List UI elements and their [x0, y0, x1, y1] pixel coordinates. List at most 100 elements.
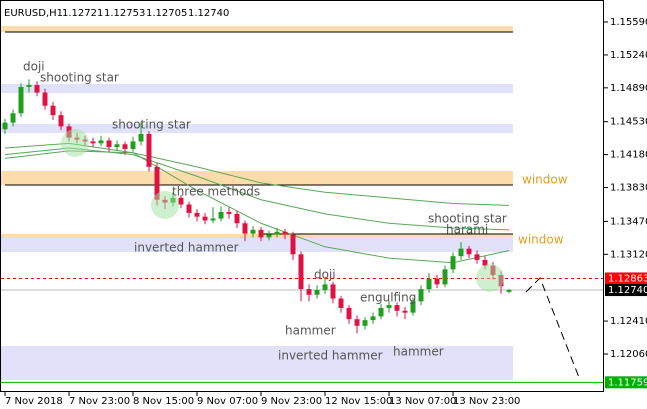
candle-body [506, 290, 512, 292]
candle-body [266, 234, 272, 238]
candle-body [138, 133, 144, 142]
y-tick-label: 1.15240 [610, 50, 647, 61]
candle-body [378, 307, 384, 317]
zone [1, 26, 513, 32]
plot [1, 79, 604, 383]
candle-body [42, 92, 48, 106]
candle-body [450, 256, 456, 270]
candle-body [474, 254, 480, 260]
annotation: hammer [393, 345, 444, 359]
x-tick-label: 8 Nov 15:00 [133, 396, 194, 407]
zones [1, 26, 513, 381]
annotation: inverted hammer [278, 349, 383, 363]
y-tick-label: 1.15590 [610, 17, 647, 28]
candle-body [178, 197, 184, 205]
candle-body [18, 86, 24, 114]
candle-body [242, 223, 248, 234]
candle-body [418, 289, 424, 302]
candle-body [218, 211, 224, 219]
header-open: 1.12721 [62, 8, 103, 19]
candle-body [58, 115, 64, 127]
y-tick-label: 1.14530 [610, 117, 647, 128]
candle-body [402, 310, 408, 313]
moving-average [4, 142, 510, 264]
candle-body [26, 85, 32, 87]
candle-body [234, 213, 240, 224]
candle-body [90, 141, 96, 144]
y-tick-label: 1.14890 [610, 83, 647, 94]
moving-average [4, 150, 510, 206]
candle-body [154, 166, 160, 200]
x-tick-label: 7 Nov 2018 [5, 396, 63, 407]
zone [1, 233, 513, 238]
highlight [61, 129, 89, 157]
candle-body [34, 85, 40, 93]
price-tag-label: 1.12740 [608, 285, 647, 296]
candle-body [314, 290, 320, 295]
y-tick-label: 1.12410 [610, 316, 647, 327]
zone [1, 83, 513, 94]
candle-body [298, 254, 304, 290]
zone [1, 170, 513, 185]
highlight [476, 264, 504, 292]
candle-body [394, 305, 400, 311]
candle-body [482, 259, 488, 266]
candle-body [362, 320, 368, 326]
x-tick-label: 13 Nov 23:00 [453, 396, 520, 407]
zone [1, 123, 513, 133]
candle-body [186, 204, 192, 213]
candle-body [386, 305, 392, 308]
annotation: three methods [172, 185, 260, 199]
candle-body [258, 229, 264, 238]
annotation: doji [314, 268, 336, 282]
price-tag-label: 1.11759 [608, 377, 647, 388]
candle-body [322, 284, 328, 291]
moving-average [4, 147, 510, 231]
y-tick-label: 1.13830 [610, 183, 647, 194]
header-close: 1.12740 [188, 8, 229, 19]
candle-body [194, 212, 200, 217]
candle-body [2, 122, 8, 130]
header-high: 1.12753 [104, 8, 145, 19]
candle-body [10, 113, 16, 123]
x-tick-label: 12 Nov 15:00 [325, 396, 392, 407]
candle-body [106, 140, 112, 148]
y-tick-label: 1.14180 [610, 150, 647, 161]
x-tick-label: 7 Nov 23:00 [69, 396, 130, 407]
annotation: doji [23, 60, 45, 74]
candle-body [442, 269, 448, 285]
candle-body [122, 144, 128, 149]
candle-body [202, 216, 208, 221]
projection [525, 277, 581, 381]
plot-frame [0, 0, 604, 392]
annotation: shooting star [112, 118, 191, 132]
candle-body [434, 278, 440, 285]
annotation: window [522, 173, 568, 187]
candle-body [330, 284, 336, 299]
zone [1, 346, 513, 381]
annotation: harami [446, 223, 488, 237]
x-tick-label: 9 Nov 07:00 [197, 396, 258, 407]
price-tag-label: 1.12863 [608, 273, 647, 284]
candle-body [114, 144, 120, 148]
x-tick-label: 13 Nov 07:00 [389, 396, 456, 407]
candle-body [458, 248, 464, 257]
header-symbol: EURUSD,H1 [4, 8, 63, 19]
annotation: hammer [285, 324, 336, 338]
annotation: window [518, 233, 564, 247]
candle-body [98, 140, 104, 144]
zone [1, 235, 513, 253]
candle-body [210, 218, 216, 221]
candle-body [338, 298, 344, 308]
candle-body [226, 211, 232, 214]
candle-body [370, 316, 376, 321]
candle-body [426, 278, 432, 290]
price-tag [605, 284, 647, 297]
y-tick-label: 1.13470 [610, 216, 647, 227]
candle-body [146, 133, 152, 167]
candle-body [466, 248, 472, 255]
candle-body [250, 229, 256, 234]
annotation: engulfing [360, 291, 416, 305]
candle-body [274, 231, 280, 235]
